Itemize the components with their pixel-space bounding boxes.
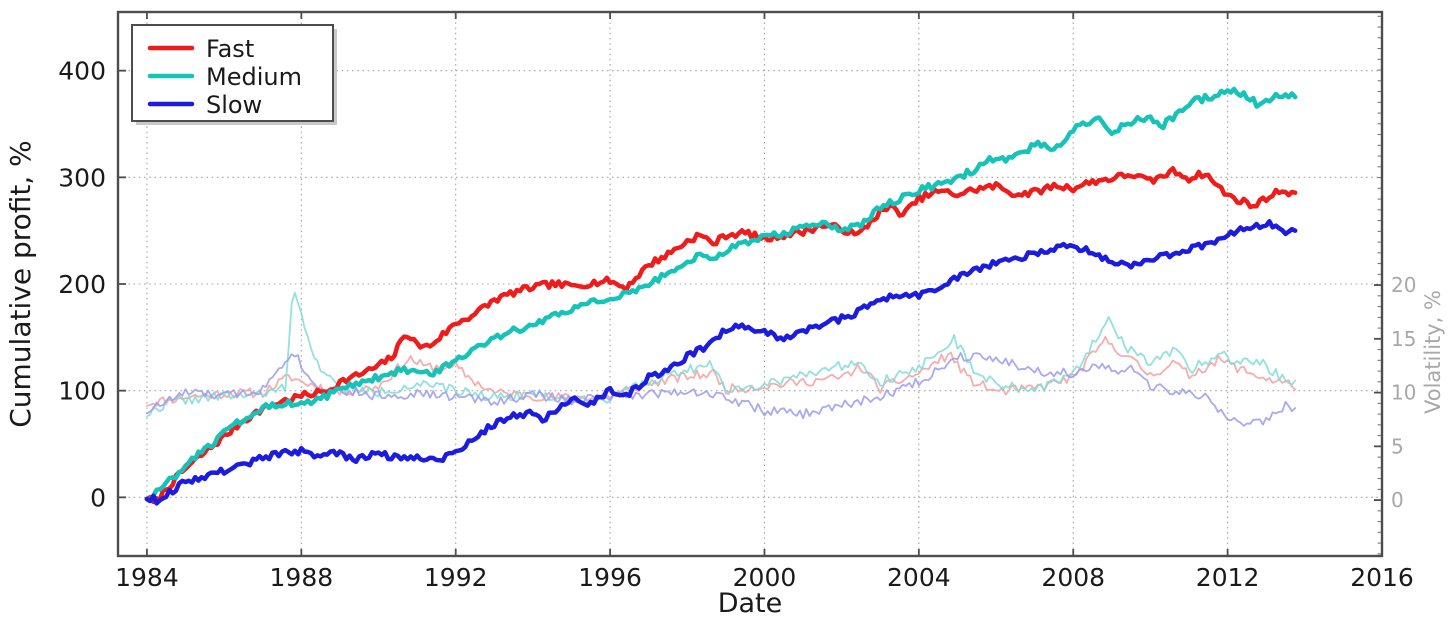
right-minor-ticks <box>1377 15 1382 555</box>
right-tick-label: 5 <box>1391 434 1404 458</box>
right-tick-label: 20 <box>1391 273 1416 297</box>
x-tick-label: 2008 <box>1041 563 1105 592</box>
x-tick-label: 1988 <box>270 563 334 592</box>
series-slow <box>144 219 1298 506</box>
x-axis-label: Date <box>718 588 783 619</box>
x-tick-label: 1996 <box>578 563 642 592</box>
left-tick-label: 100 <box>58 377 106 406</box>
series-fast-volatility <box>146 335 1297 407</box>
x-tick-label: 2016 <box>1350 563 1414 592</box>
right-tick-label: 10 <box>1391 381 1416 405</box>
axis-ticks <box>118 12 1383 556</box>
left-tick-label: 300 <box>58 163 106 192</box>
right-tick-labels: 0 5 10 15 20 <box>1391 273 1416 512</box>
legend-label-slow: Slow <box>206 91 262 119</box>
right-axis-label: Volatility, % <box>1421 290 1445 414</box>
legend-entry-slow: Slow <box>147 91 262 119</box>
series-medium <box>144 86 1298 502</box>
x-tick-labels: 1984 1988 1992 1996 2000 2004 2008 2012 2016 <box>115 563 1414 592</box>
left-tick-label: 0 <box>90 483 106 512</box>
right-tick-label: 15 <box>1391 327 1416 351</box>
x-tick-label: 2004 <box>887 563 951 592</box>
x-tick-label: 2012 <box>1196 563 1260 592</box>
legend-label-fast: Fast <box>206 35 254 63</box>
left-tick-labels: 0 100 200 300 400 <box>58 57 106 513</box>
series-group <box>144 86 1298 506</box>
x-tick-label: 2000 <box>733 563 797 592</box>
left-tick-label: 200 <box>58 270 106 299</box>
left-axis-label: Cumulative profit, % <box>4 140 37 428</box>
legend-label-medium: Medium <box>206 63 302 91</box>
legend-entry-fast: Fast <box>147 35 254 63</box>
legend-entry-medium: Medium <box>147 63 302 91</box>
x-tick-label: 1984 <box>115 563 179 592</box>
right-tick-label: 0 <box>1391 488 1404 512</box>
left-tick-label: 400 <box>58 57 106 86</box>
series-fast <box>144 166 1298 505</box>
x-tick-label: 1992 <box>424 563 488 592</box>
